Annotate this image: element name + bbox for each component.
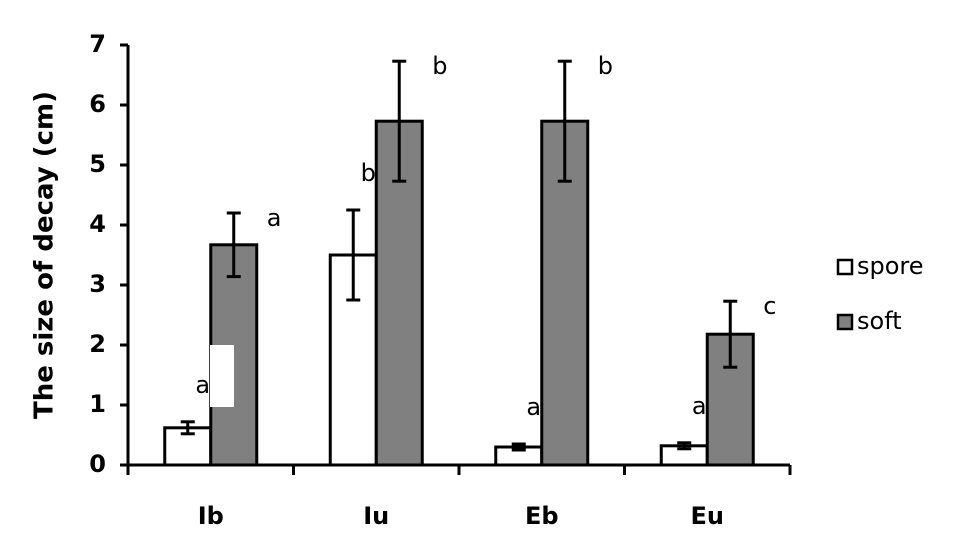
y-axis-label: The size of decay (cm) [30,91,60,419]
legend-swatch [836,258,854,276]
letter: a [195,371,210,399]
y-tick-label: 6 [89,90,106,118]
y-tick-label: 1 [89,390,106,418]
y-tick-label: 5 [89,150,106,178]
letter: b [432,52,447,80]
x-tick-label: Eb [525,502,559,530]
legend-label: soft [857,307,902,335]
letter: a [526,393,541,421]
letter: a [267,204,282,232]
x-tick-label: Iu [363,502,389,530]
x-tick-label: Eu [691,502,724,530]
y-tick-label: 3 [89,270,106,298]
y-tick-label: 7 [89,30,106,58]
y-tick-label: 0 [89,450,106,478]
legend-label: spore [857,252,924,280]
letter: b [598,52,613,80]
letter: a [692,392,707,420]
legend-swatch [836,313,854,331]
y-tick-label: 4 [89,210,106,238]
mask [210,345,234,407]
letter: b [361,159,376,187]
y-tick-label: 2 [89,330,106,358]
letter: c [763,292,776,320]
x-tick-label: Ib [198,502,224,530]
